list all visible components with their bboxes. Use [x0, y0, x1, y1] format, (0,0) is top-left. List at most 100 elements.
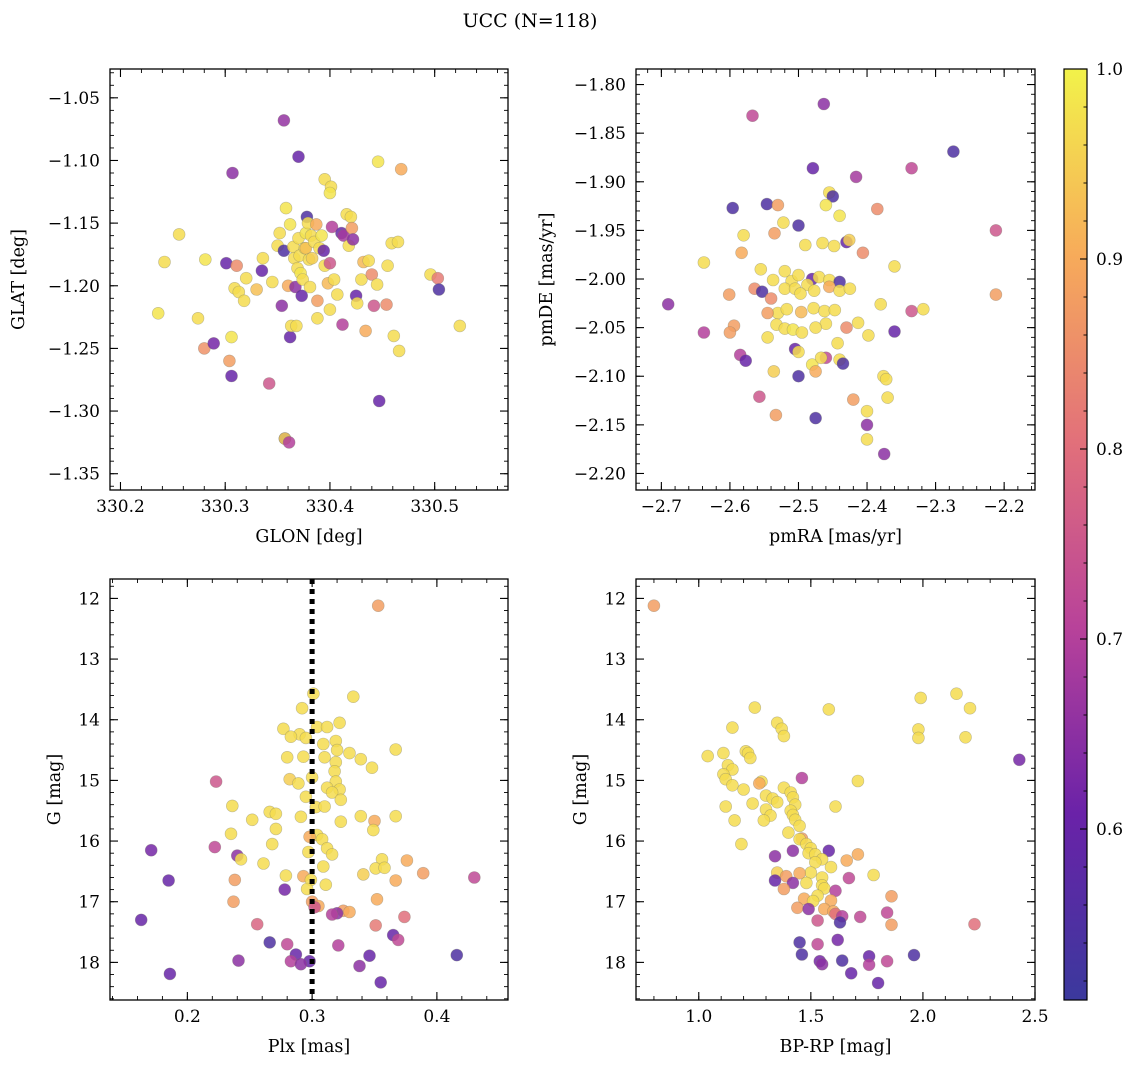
- data-point: [735, 837, 748, 851]
- y-tick-label: −1.80: [574, 76, 626, 96]
- data-point: [380, 298, 393, 311]
- x-tick-label: 0.3: [299, 1007, 326, 1027]
- data-point: [701, 749, 715, 763]
- data-point: [296, 273, 310, 286]
- data-point: [950, 687, 963, 701]
- data-point: [227, 895, 240, 909]
- data-point: [343, 746, 356, 760]
- data-point: [764, 292, 778, 305]
- data-point: [158, 255, 171, 269]
- y-tick-label: −2.20: [574, 464, 626, 484]
- data-point: [728, 814, 741, 827]
- y-tick-label: −1.15: [48, 214, 100, 234]
- data-point: [163, 967, 177, 981]
- figure-title: UCC (N=118): [463, 10, 598, 32]
- data-point: [798, 238, 812, 252]
- data-point: [769, 408, 783, 422]
- data-point: [228, 873, 242, 887]
- data-point: [277, 114, 291, 127]
- y-tick-label: 13: [604, 650, 626, 670]
- data-point: [846, 393, 860, 406]
- data-point: [292, 777, 305, 790]
- data-point: [755, 285, 769, 299]
- x-axis-label: Plx [mas]: [268, 1037, 350, 1057]
- data-point: [739, 354, 753, 368]
- colorbar-tick-label: 1.0: [1096, 60, 1123, 80]
- data-point: [225, 330, 238, 344]
- colorbar: 0.6 0.7 0.8 0.9 1.0: [1063, 60, 1123, 1001]
- data-point: [768, 874, 782, 887]
- data-point: [299, 241, 313, 255]
- data-point: [294, 957, 308, 971]
- data-point: [275, 299, 289, 313]
- data-point: [432, 283, 446, 296]
- y-tick-label: −1.25: [48, 339, 100, 359]
- data-point: [822, 703, 836, 716]
- data-point: [989, 288, 1003, 301]
- data-point: [826, 190, 840, 203]
- data-point: [334, 815, 348, 829]
- data-point: [885, 918, 898, 932]
- y-tick-label: −1.90: [574, 173, 626, 193]
- data-point: [888, 260, 901, 273]
- data-point: [831, 933, 845, 947]
- x-tick-label: 330.4: [306, 497, 355, 517]
- data-point: [881, 391, 894, 404]
- data-point: [819, 198, 833, 212]
- y-tick-label: −1.20: [48, 277, 100, 297]
- x-tick-label: −2.6: [709, 497, 750, 517]
- data-point: [647, 599, 661, 613]
- axes-frame: [635, 578, 1036, 1001]
- data-point: [831, 336, 844, 350]
- data-point: [299, 731, 313, 745]
- data-point: [808, 855, 822, 869]
- data-point: [853, 910, 867, 924]
- data-point: [134, 913, 148, 927]
- data-point: [389, 809, 403, 823]
- y-tick-label: −2.05: [574, 319, 626, 339]
- points: [661, 97, 1003, 461]
- data-point: [786, 844, 800, 858]
- axes-frame: [109, 578, 509, 1001]
- y-tick-label: 14: [604, 711, 626, 731]
- data-point: [849, 170, 863, 184]
- data-point: [835, 954, 849, 967]
- data-point: [223, 354, 236, 368]
- colorbar-gradient: [1063, 68, 1088, 1001]
- data-point: [279, 201, 293, 215]
- data-point: [467, 871, 481, 884]
- data-point: [760, 197, 774, 211]
- data-point: [770, 795, 784, 809]
- data-point: [880, 906, 894, 919]
- data-point: [879, 372, 893, 386]
- data-point: [968, 917, 981, 931]
- y-tick-label: −1.10: [48, 151, 100, 171]
- data-point: [315, 229, 328, 242]
- data-point: [782, 826, 795, 839]
- data-point: [870, 202, 884, 216]
- data-point: [777, 216, 790, 229]
- data-point: [318, 800, 331, 813]
- colorbar-tick-label: 0.8: [1096, 440, 1123, 460]
- data-point: [303, 280, 317, 294]
- y-axis-label: G [mag]: [571, 754, 591, 825]
- data-point: [299, 790, 313, 804]
- data-point: [792, 369, 805, 383]
- data-point: [737, 783, 750, 796]
- data-point: [795, 948, 809, 961]
- data-point: [280, 937, 294, 951]
- data-point: [746, 109, 759, 122]
- data-point: [905, 304, 918, 318]
- data-point: [317, 244, 331, 257]
- data-point: [791, 901, 804, 915]
- data-point: [372, 394, 386, 408]
- scatter-panel-3: 0.2 0.3 0.4 12 13 14 15 16 17 18 Plx [mas] G [mag]: [45, 578, 509, 1057]
- data-point: [822, 844, 836, 858]
- data-point: [807, 284, 821, 298]
- data-point: [294, 810, 308, 824]
- data-point: [757, 814, 771, 827]
- data-point: [366, 823, 380, 837]
- data-point: [768, 227, 781, 240]
- data-point: [862, 958, 876, 972]
- data-point: [793, 936, 806, 949]
